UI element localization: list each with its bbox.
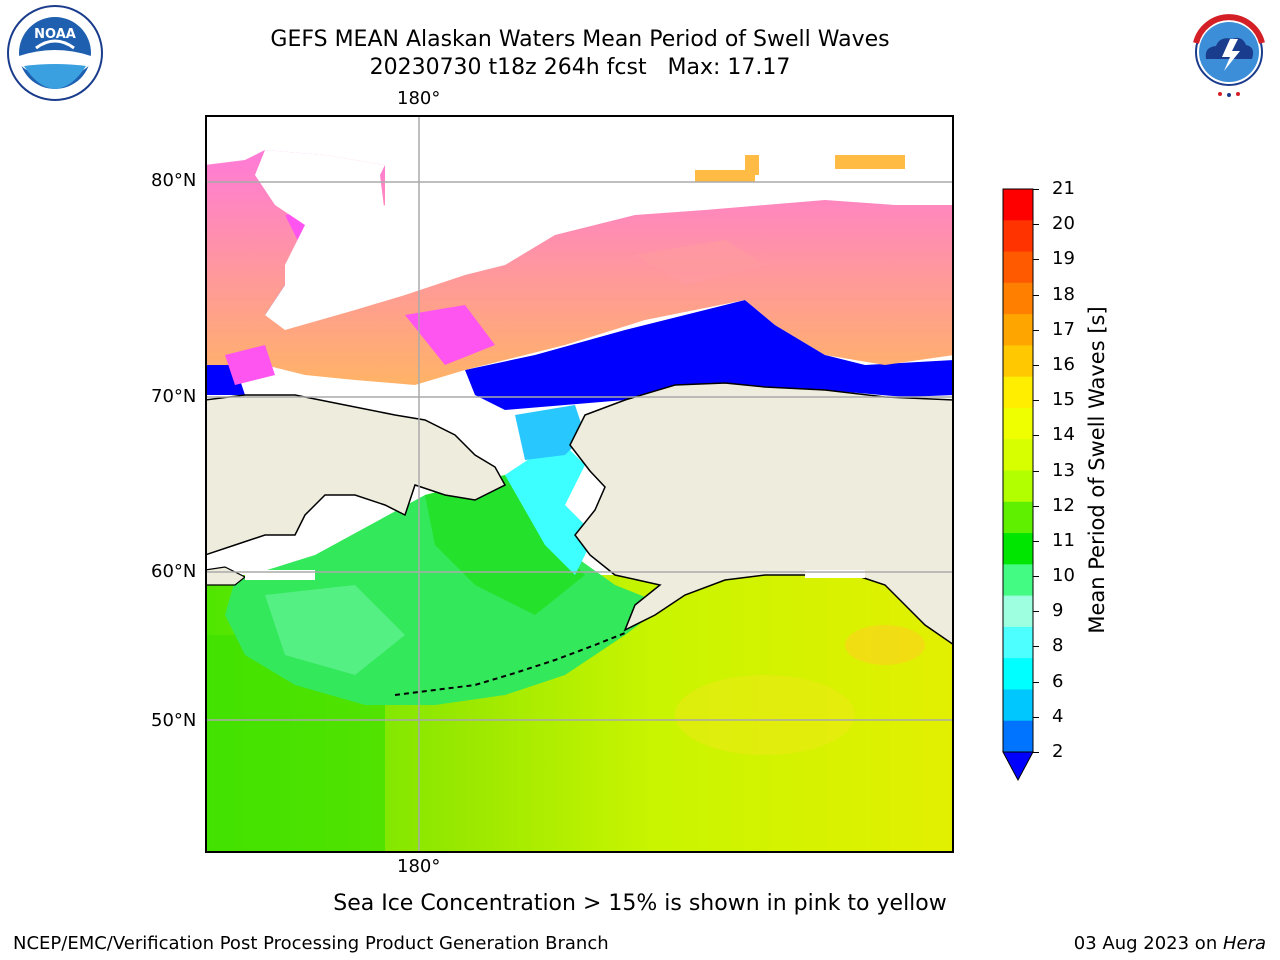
colorbar-segment [1003,564,1033,597]
lat-label-50: 50°N [151,710,197,731]
colorbar-tick-label: 13 [1052,459,1075,481]
sea-ice [205,150,954,385]
colorbar [1002,188,1034,782]
colorbar-tick [1033,681,1039,683]
footer-host: Hera [1222,933,1266,954]
colorbar-segment [1003,407,1033,440]
colorbar-tick-label: 6 [1052,670,1064,692]
colorbar-tick-label: 15 [1052,389,1075,411]
colorbar-segment [1003,376,1033,409]
colorbar-tick-label: 14 [1052,424,1075,446]
colorbar-tick-label: 12 [1052,494,1075,516]
colorbar-tick-label: 11 [1052,529,1075,551]
colorbar-tick-label: 10 [1052,565,1075,587]
colorbar-tick [1033,576,1039,578]
colorbar-tick-label: 18 [1052,283,1075,305]
colorbar-tick-label: 19 [1052,248,1075,270]
colorbar-tick [1033,505,1039,507]
colorbar-tick [1033,329,1039,331]
colorbar-segment [1003,626,1033,659]
lat-label-70: 70°N [151,386,197,407]
lon-label-bottom: 180° [397,856,441,877]
colorbar-tick [1033,435,1039,437]
colorbar-tick [1033,540,1039,542]
colorbar-tick-label: 8 [1052,635,1064,657]
colorbar-tick-label: 20 [1052,213,1075,235]
map-panel [204,115,955,853]
sea-ice-footnote: Sea Ice Concentration > 15% is shown in … [333,891,947,916]
map-canvas [204,115,955,853]
colorbar-tick-label: 17 [1052,318,1075,340]
colorbar-tick [1033,364,1039,366]
colorbar-tick [1033,224,1039,226]
land-siberia [204,394,507,557]
footer-branch: NCEP/EMC/Verification Post Processing Pr… [13,933,609,954]
colorbar-segment [1003,595,1033,628]
lon-label-top: 180° [397,88,441,109]
colorbar-label: Mean Period of Swell Waves [s] [1085,306,1109,634]
colorbar-segment [1003,533,1033,565]
colorbar-extend-arrow [1002,751,1034,782]
colorbar-tick [1033,611,1039,613]
nws-logo-icon [1180,3,1278,105]
colorbar-segment [1003,189,1033,221]
colorbar-segment [1003,314,1033,346]
colorbar-tick-label: 2 [1052,741,1064,762]
colorbar-segment [1003,282,1033,315]
chart-title-line2: 20230730 t18z 264h fcst Max: 17.17 [369,55,791,80]
footer-date: 03 Aug 2023 on Hera [1073,933,1266,954]
colorbar-segment [1003,251,1033,284]
colorbar-tick-label: 4 [1052,705,1064,727]
map-gridlines [205,115,954,853]
colorbar-segment [1003,658,1033,690]
colorbar-tick [1033,716,1039,718]
colorbar-tick [1033,294,1039,296]
chart-title-line1: GEFS MEAN Alaskan Waters Mean Period of … [270,27,890,52]
noaa-logo-icon: NOAA [6,4,104,106]
colorbar-tick-label: 16 [1052,353,1075,375]
colorbar-tick [1033,646,1039,648]
colorbar-segment [1003,220,1033,253]
colorbar-tick-label: 9 [1052,600,1064,622]
arctic-blue [465,300,954,410]
colorbar-segment [1003,720,1033,753]
noaa-logo-text: NOAA [34,27,76,42]
colorbar-segment [1003,689,1033,722]
colorbar-tick [1033,189,1039,190]
colorbar-tick [1033,400,1039,402]
colorbar-segment [1003,439,1033,471]
colorbar-segment [1003,345,1033,378]
colorbar-tick [1033,470,1039,472]
lat-label-60: 60°N [151,561,197,582]
bering-strait [505,445,595,575]
colorbar-tick [1033,752,1039,753]
lat-label-80: 80°N [151,170,197,191]
colorbar-tick [1033,259,1039,261]
colorbar-segment [1003,501,1033,534]
colorbar-tick-label: 21 [1052,178,1075,199]
aleutian-islands [394,632,626,696]
colorbar-segment [1003,470,1033,503]
